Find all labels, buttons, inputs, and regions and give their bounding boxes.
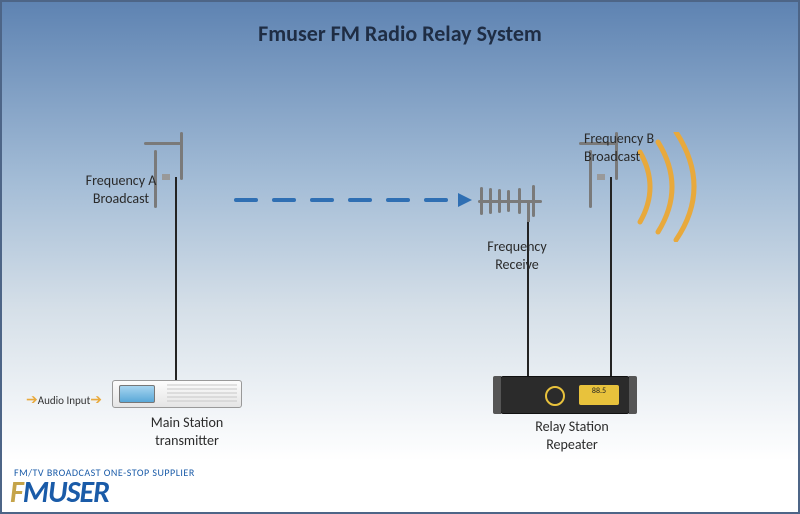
signal-arrowhead-icon <box>458 193 472 207</box>
main-transmitter-device <box>112 380 242 408</box>
antenna-b-mast <box>610 177 612 377</box>
logo-brand: FMUSER <box>10 479 195 506</box>
audio-input-label: ➔Audio Input➔ <box>26 391 102 408</box>
repeater-display: 88.5 <box>579 385 619 405</box>
fmuser-logo: FM/TV BROADCAST ONE-STOP SUPPLIER FMUSER <box>10 466 195 506</box>
label-freq-b: Frequency B Broadcast <box>584 130 684 165</box>
label-freq-a: Frequency A Broadcast <box>76 172 166 207</box>
transmitter-vents <box>167 384 237 404</box>
audio-input-text: Audio Input <box>38 394 91 407</box>
signal-dash-line <box>234 198 448 202</box>
label-freq-receive: Frequency Receive <box>472 238 562 273</box>
antenna-yagi-feed <box>527 202 530 222</box>
diagram-title: Fmuser FM Radio Relay System <box>2 20 798 47</box>
label-main-station: Main Station transmitter <box>132 414 242 449</box>
arrow-right-icon: ➔ <box>26 391 38 408</box>
arrow-right-icon: ➔ <box>90 391 102 408</box>
background-gradient <box>2 2 798 512</box>
label-relay-station: Relay Station Repeater <box>517 418 627 453</box>
relay-repeater-device: 88.5 <box>500 376 630 414</box>
repeater-dial <box>545 386 565 406</box>
antenna-a-mast <box>175 177 177 382</box>
transmitter-screen <box>119 385 155 403</box>
